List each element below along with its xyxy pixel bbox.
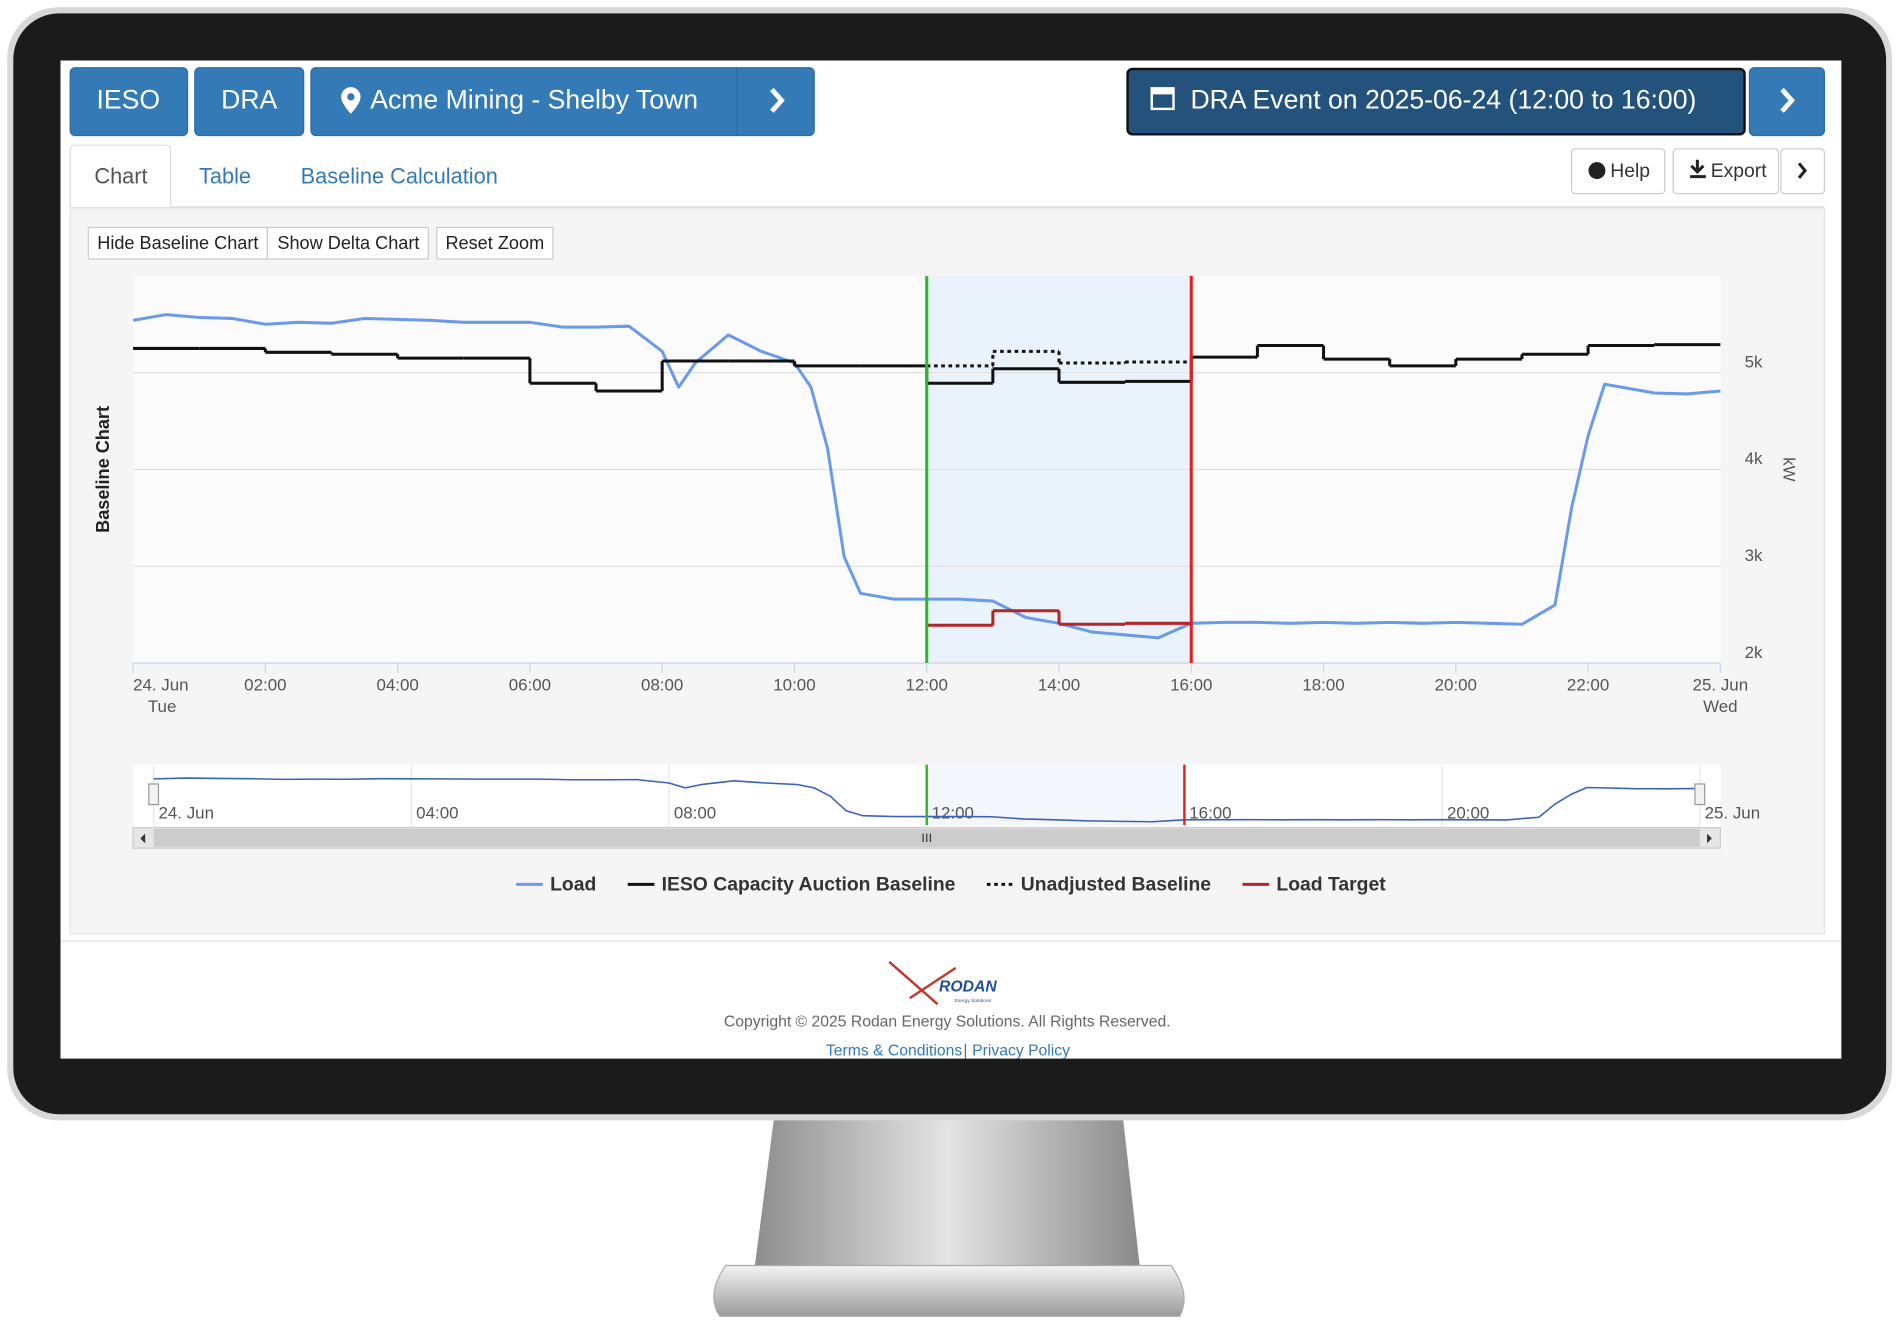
legend-label: Load Target	[1276, 874, 1386, 896]
help-label: Help	[1610, 160, 1650, 182]
tab-chart[interactable]: Chart	[94, 164, 147, 189]
y-tick-label: 5k	[1745, 352, 1763, 371]
monitor-neck	[754, 1115, 1140, 1266]
program-label: DRA	[221, 85, 277, 115]
x-tick-label: 08:00	[641, 675, 683, 694]
x-tick-label: 06:00	[509, 675, 551, 694]
legend-item[interactable]: IESO Capacity Auction Baseline	[627, 874, 956, 896]
pin-icon	[341, 87, 361, 114]
event-label: DRA Event on 2025-06-24 (12:00 to 16:00)	[1190, 85, 1696, 115]
hide-baseline-label: Hide Baseline Chart	[97, 233, 258, 253]
legend-label: Load	[550, 874, 596, 896]
legend-item[interactable]: Load	[516, 874, 596, 896]
logo-text: RODAN	[939, 978, 997, 995]
help-icon	[1588, 162, 1606, 180]
x-day-label: Tue	[148, 697, 177, 716]
chevron-icon[interactable]	[770, 87, 785, 113]
show-delta-label: Show Delta Chart	[277, 233, 419, 253]
logo-subtext: Energy Solutions	[954, 998, 991, 1004]
chevron-icon	[1797, 162, 1808, 179]
navigator-handle[interactable]	[148, 783, 160, 806]
reset-zoom-label: Reset Zoom	[445, 233, 544, 253]
download-icon	[1690, 159, 1706, 179]
x-tick-label: 16:00	[1170, 675, 1212, 694]
show-delta-button[interactable]	[266, 226, 429, 260]
monitor-base	[713, 1264, 1185, 1317]
chevron-icon	[1780, 87, 1795, 113]
x-tick-label: 04:00	[376, 675, 418, 694]
calendar-icon-inner	[1152, 94, 1173, 108]
navigator-label: 24. Jun	[158, 804, 214, 823]
active-tab[interactable]	[69, 144, 172, 207]
navigator-label: 20:00	[1447, 804, 1489, 823]
chart: 2k 3k 4k 5k 24. Jun 02:00 04:00 06:00 08:00 10:00…	[132, 275, 1763, 896]
site-label: Acme Mining - Shelby Town	[370, 85, 698, 115]
tab-baseline-calculation[interactable]: Baseline Calculation	[301, 164, 498, 189]
help-button[interactable]	[1570, 148, 1666, 195]
navigator-label: 16:00	[1189, 804, 1231, 823]
legend-label: Unadjusted Baseline	[1021, 874, 1212, 896]
reset-zoom-button[interactable]	[436, 226, 554, 260]
x-tick-label: 22:00	[1567, 675, 1609, 694]
x-tick-label: 24. Jun	[133, 675, 189, 694]
y-unit: kW	[1780, 457, 1799, 481]
site-button[interactable]	[310, 67, 815, 137]
y-tick-label: 3k	[1745, 546, 1763, 565]
legend-item[interactable]: Load Target	[1242, 874, 1387, 896]
y-tick-label: 4k	[1745, 449, 1763, 468]
link-separator: |	[963, 1043, 967, 1060]
x-tick-label: 14:00	[1038, 675, 1080, 694]
x-day-label: Wed	[1703, 697, 1738, 716]
y-tick-label: 2k	[1745, 643, 1763, 662]
export-button[interactable]	[1672, 148, 1780, 195]
program-button[interactable]	[194, 67, 305, 137]
x-tick-label: 20:00	[1435, 675, 1477, 694]
x-tick-label: 02:00	[244, 675, 286, 694]
terms-link[interactable]: Terms & Conditions	[826, 1043, 962, 1060]
hide-baseline-button[interactable]	[87, 226, 268, 260]
privacy-link[interactable]: Privacy Policy	[972, 1043, 1070, 1060]
org-label: IESO	[96, 85, 160, 115]
navigator-event-band	[926, 764, 1185, 826]
legend-item[interactable]: Unadjusted Baseline	[986, 874, 1212, 896]
y-axis-title: Baseline Chart	[93, 406, 113, 533]
navigator-label: 04:00	[416, 804, 458, 823]
x-tick-label: 18:00	[1302, 675, 1344, 694]
scroll-grip	[922, 833, 931, 843]
navigator-label: 25. Jun	[1705, 804, 1761, 823]
x-tick-label: 10:00	[773, 675, 815, 694]
series-line	[132, 313, 1721, 640]
x-tick-label: 25. Jun	[1693, 675, 1749, 694]
navigator-label: 08:00	[674, 804, 716, 823]
logo-mark	[888, 960, 957, 1006]
navigator-label: 12:00	[932, 804, 974, 823]
legend-label: IESO Capacity Auction Baseline	[662, 874, 956, 896]
next-event-button[interactable]	[1748, 67, 1826, 137]
export-label: Export	[1711, 160, 1768, 182]
tab-table[interactable]: Table	[199, 164, 251, 189]
org-button[interactable]	[69, 67, 189, 137]
copyright: Copyright © 2025 Rodan Energy Solutions.…	[724, 1013, 1171, 1030]
navigator-handle[interactable]	[1694, 783, 1706, 806]
x-tick-label: 12:00	[906, 675, 948, 694]
event-button[interactable]	[1126, 67, 1746, 136]
navigator-line	[153, 777, 1700, 823]
